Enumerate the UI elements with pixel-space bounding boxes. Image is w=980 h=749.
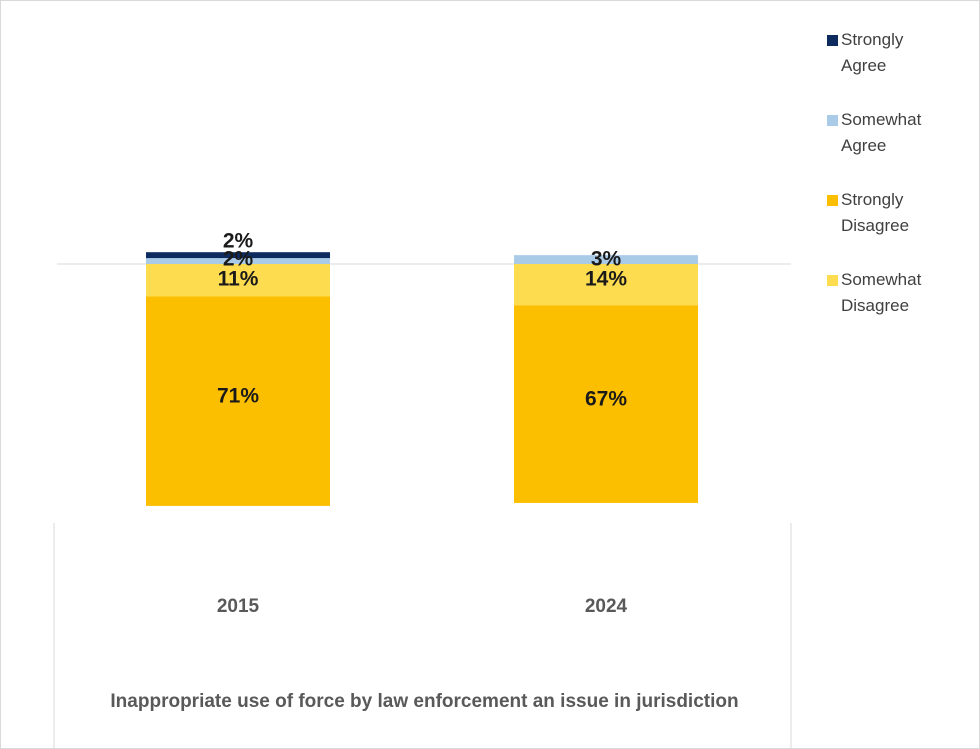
x-tick-label-2015: 2015: [217, 596, 260, 617]
legend-item-somewhat-agree: Somewhat Agree: [827, 107, 967, 159]
legend: Strongly Agree Somewhat Agree Strongly D…: [827, 27, 967, 347]
legend-label-somewhat-disagree: Somewhat Disagree: [841, 270, 922, 315]
bar-strongly-disagree-2015: [146, 296, 330, 506]
bar-strongly-agree-2015: [146, 252, 330, 259]
data-label-strongly-agree-2015: 2%: [223, 230, 254, 253]
legend-item-strongly-agree: Strongly Agree: [827, 27, 967, 79]
legend-swatch-strongly-agree: [827, 35, 838, 46]
legend-label-somewhat-agree: Somewhat Agree: [841, 110, 922, 155]
legend-swatch-somewhat-disagree: [827, 275, 838, 286]
legend-item-strongly-disagree: Strongly Disagree: [827, 187, 967, 239]
legend-label-strongly-disagree: Strongly Disagree: [841, 190, 910, 235]
data-label-somewhat-agree-2024: 3%: [591, 248, 622, 271]
bar-somewhat-disagree-2024: [514, 264, 698, 306]
data-label-somewhat-disagree-2015: 11%: [218, 268, 259, 291]
data-label-strongly-disagree-2015: 71%: [217, 385, 259, 408]
legend-label-strongly-agree: Strongly Agree: [841, 30, 904, 75]
bar-somewhat-agree-2015: [146, 258, 330, 264]
x-tick-label-2024: 2024: [585, 596, 628, 617]
bar-somewhat-agree-2024: [514, 255, 698, 264]
x-axis-title: Inappropriate use of force by law enforc…: [110, 691, 739, 712]
bar-strongly-disagree-2024: [514, 305, 698, 503]
data-label-somewhat-disagree-2024: 14%: [585, 268, 627, 291]
data-label-strongly-disagree-2024: 67%: [585, 388, 627, 411]
legend-swatch-strongly-disagree: [827, 195, 838, 206]
legend-item-somewhat-disagree: Somewhat Disagree: [827, 267, 967, 319]
data-label-somewhat-agree-2015: 2%: [223, 248, 254, 271]
bar-somewhat-disagree-2015: [146, 264, 330, 297]
legend-swatch-somewhat-agree: [827, 115, 838, 126]
